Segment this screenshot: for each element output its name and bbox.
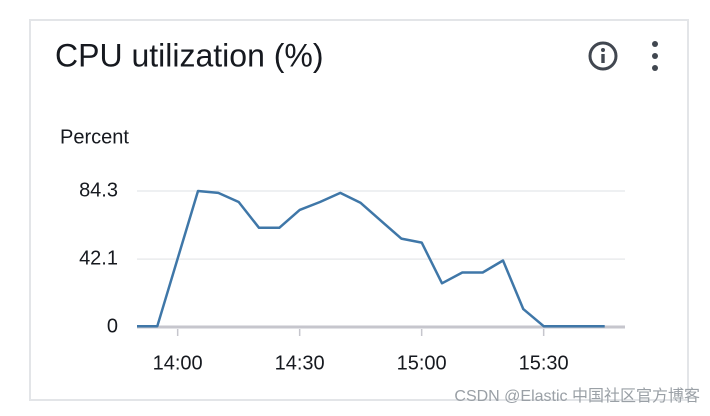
y-tick-label: 42.1 — [79, 247, 118, 269]
menu-icon[interactable] — [652, 41, 658, 71]
info-icon[interactable] — [588, 41, 618, 71]
x-tick-label: 14:30 — [275, 352, 325, 374]
x-tick-label: 14:00 — [153, 352, 203, 374]
data-line — [137, 189, 605, 328]
card — [29, 19, 689, 401]
x-tick-label: 15:30 — [519, 352, 569, 374]
y-tick-label: 84.3 — [79, 179, 118, 201]
watermark: CSDN @Elastic 中国社区官方博客 — [454, 387, 700, 405]
y-axis-label: Percent — [60, 126, 129, 148]
y-tick-label: 0 — [107, 315, 118, 337]
widget-title: CPU utilization (%) — [55, 37, 324, 73]
x-tick-label: 15:00 — [397, 352, 447, 374]
